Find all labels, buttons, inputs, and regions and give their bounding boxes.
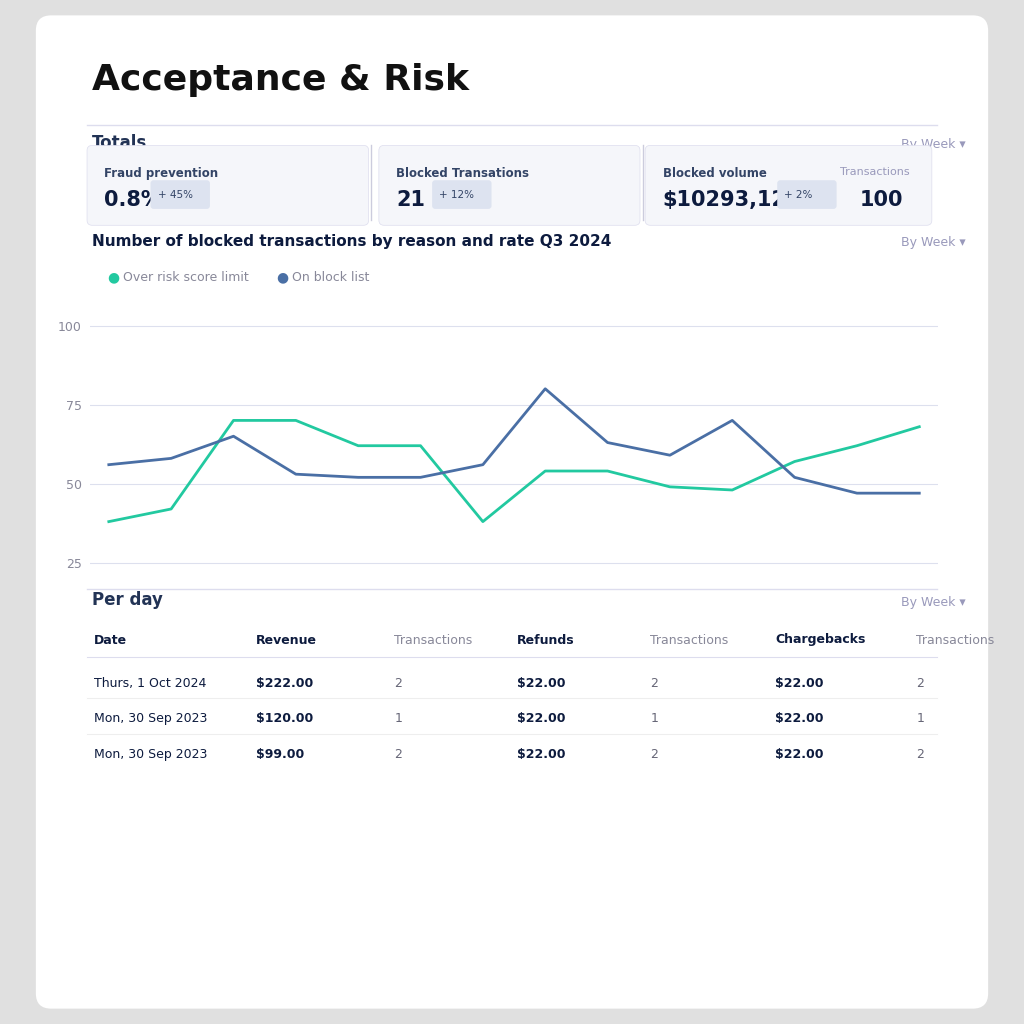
Text: $22.00: $22.00 [775,713,823,725]
Text: $10293,12: $10293,12 [663,189,786,210]
Text: 2: 2 [916,677,925,689]
Text: + 45%: + 45% [158,189,193,200]
Text: $222.00: $222.00 [256,677,313,689]
FancyBboxPatch shape [379,145,640,225]
Text: 1: 1 [394,713,402,725]
Text: Acceptance & Risk: Acceptance & Risk [92,63,469,97]
Text: Fraud prevention: Fraud prevention [104,167,218,180]
Text: Chargebacks: Chargebacks [775,634,865,646]
Text: ●: ● [108,270,120,285]
Text: Mon, 30 Sep 2023: Mon, 30 Sep 2023 [94,713,208,725]
Text: On block list: On block list [292,271,370,284]
Text: + 12%: + 12% [439,189,474,200]
Text: ●: ● [276,270,289,285]
FancyBboxPatch shape [432,180,492,209]
Text: Over risk score limit: Over risk score limit [123,271,249,284]
Text: $22.00: $22.00 [517,677,565,689]
Text: 1: 1 [916,713,925,725]
Text: Date: Date [94,634,127,646]
Text: $22.00: $22.00 [517,749,565,761]
Text: Totals: Totals [92,134,147,153]
Text: Transactions: Transactions [916,634,994,646]
Text: By Week ▾: By Week ▾ [901,596,966,609]
Text: $120.00: $120.00 [256,713,313,725]
FancyBboxPatch shape [87,145,369,225]
Text: Per day: Per day [92,591,163,609]
Text: $22.00: $22.00 [775,749,823,761]
Text: $22.00: $22.00 [517,713,565,725]
FancyBboxPatch shape [777,180,837,209]
Text: Transactions: Transactions [394,634,472,646]
Text: 2: 2 [916,749,925,761]
Text: $22.00: $22.00 [775,677,823,689]
Text: 2: 2 [650,749,658,761]
Text: Blocked volume: Blocked volume [663,167,766,180]
Text: Refunds: Refunds [517,634,574,646]
Text: Transactions: Transactions [650,634,728,646]
Text: Revenue: Revenue [256,634,317,646]
Text: $99.00: $99.00 [256,749,304,761]
Text: Thurs, 1 Oct 2024: Thurs, 1 Oct 2024 [94,677,207,689]
Text: By Week ▾: By Week ▾ [901,138,966,152]
Text: 2: 2 [650,677,658,689]
Text: By Week ▾: By Week ▾ [901,236,966,249]
Text: Blocked Transations: Blocked Transations [396,167,529,180]
Text: Number of blocked transactions by reason and rate Q3 2024: Number of blocked transactions by reason… [92,233,611,249]
Text: Mon, 30 Sep 2023: Mon, 30 Sep 2023 [94,749,208,761]
Text: 100: 100 [860,189,903,210]
Text: Transactions: Transactions [840,167,909,177]
Text: 1: 1 [650,713,658,725]
FancyBboxPatch shape [645,145,932,225]
Text: 2: 2 [394,749,402,761]
Text: 21: 21 [396,189,425,210]
Text: 0.8%: 0.8% [104,189,162,210]
Text: + 2%: + 2% [784,189,813,200]
FancyBboxPatch shape [151,180,210,209]
FancyBboxPatch shape [36,15,988,1009]
Text: 2: 2 [394,677,402,689]
